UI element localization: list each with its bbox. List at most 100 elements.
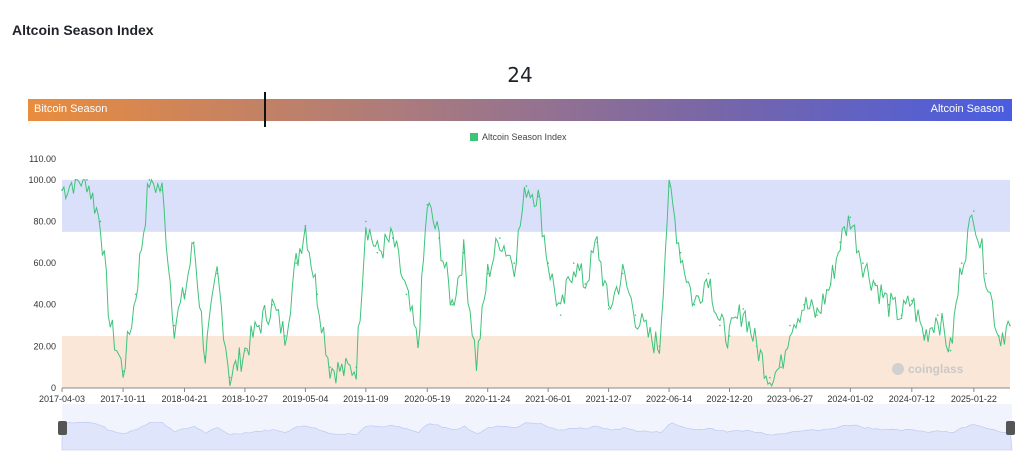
series-line-altcoin-season-index <box>61 178 1011 388</box>
x-tick-label: 2020-11-24 <box>465 394 510 404</box>
bitcoin-season-band <box>62 335 1010 388</box>
data-point <box>596 241 598 244</box>
x-tick-label: 2018-10-27 <box>222 394 268 404</box>
data-point <box>973 210 975 212</box>
data-point <box>862 262 864 264</box>
data-point <box>874 283 877 285</box>
data-point <box>258 324 260 327</box>
data-point <box>816 314 818 316</box>
data-point <box>304 224 307 227</box>
data-point <box>271 303 273 306</box>
data-point <box>135 293 137 296</box>
data-point <box>936 314 939 316</box>
data-point <box>742 308 745 310</box>
data-point <box>486 272 489 275</box>
data-point <box>204 355 207 358</box>
data-point <box>668 185 670 187</box>
legend-label: Altcoin Season Index <box>482 132 567 142</box>
data-point <box>679 251 682 254</box>
data-point <box>634 314 637 316</box>
data-point <box>148 179 151 181</box>
x-tick-label: 2023-06-27 <box>767 394 813 404</box>
data-point <box>365 220 367 223</box>
data-point <box>244 349 246 352</box>
navigator-area <box>61 421 1013 451</box>
data-point <box>537 195 540 198</box>
data-point <box>658 345 661 348</box>
data-point <box>547 262 549 264</box>
data-point <box>911 299 913 302</box>
data-point <box>405 293 408 296</box>
data-point <box>417 345 419 348</box>
data-point <box>61 189 63 192</box>
data-point <box>161 189 163 192</box>
data-point <box>295 262 297 264</box>
x-tick-label: 2022-06-14 <box>646 394 692 404</box>
data-point <box>216 272 218 275</box>
y-tick-label: 100.00 <box>28 175 56 185</box>
current-index-value: 24 <box>507 63 533 87</box>
x-tick-label: 2022-12-20 <box>706 394 752 404</box>
data-point <box>438 237 440 239</box>
data-point <box>173 324 176 327</box>
data-point <box>376 251 379 254</box>
data-point <box>960 262 963 264</box>
data-point <box>949 349 952 352</box>
data-point <box>451 303 454 306</box>
x-tick-label: 2021-06-01 <box>525 394 571 404</box>
data-point <box>1009 324 1011 327</box>
y-tick-label: 40.00 <box>33 300 56 310</box>
data-point <box>475 362 478 364</box>
data-point <box>900 314 903 316</box>
data-point <box>513 262 516 264</box>
x-tick-label: 2021-12-07 <box>586 394 632 404</box>
data-point <box>316 293 319 296</box>
x-tick-label: 2020-05-19 <box>404 394 450 404</box>
data-point <box>192 241 195 244</box>
data-point <box>769 376 771 379</box>
data-point <box>284 335 286 337</box>
data-point <box>789 324 791 327</box>
data-point <box>342 370 345 373</box>
data-point <box>122 370 124 373</box>
x-tick-label: 2019-11-09 <box>343 394 388 404</box>
data-point <box>803 303 805 306</box>
data-point <box>584 283 587 285</box>
x-tick-label: 2017-04-03 <box>39 394 85 404</box>
x-tick-label: 2017-10-11 <box>100 394 145 404</box>
navigator-handle-left[interactable] <box>58 421 67 435</box>
x-tick-label: 2024-01-02 <box>827 394 873 404</box>
data-point <box>647 335 650 337</box>
season-gradient-bar: Bitcoin Season Altcoin Season <box>28 99 1012 121</box>
data-point <box>849 216 852 219</box>
data-point <box>183 293 186 296</box>
x-tick-label: 2025-01-22 <box>951 394 997 404</box>
y-tick-label: 80.00 <box>33 216 56 226</box>
chart-legend[interactable]: Altcoin Season Index <box>470 132 567 142</box>
data-point <box>99 220 102 223</box>
data-point <box>923 335 926 337</box>
data-point <box>559 314 562 316</box>
coinglass-logo-icon <box>892 363 904 375</box>
navigator-handle-right[interactable] <box>1006 421 1015 435</box>
data-point <box>998 335 1000 337</box>
data-point <box>829 283 832 285</box>
data-point <box>780 366 782 368</box>
data-point <box>607 308 610 310</box>
data-point <box>887 303 890 306</box>
data-point <box>719 324 721 327</box>
data-point <box>572 262 575 264</box>
y-tick-label: 0 <box>51 383 56 393</box>
current-value-marker <box>264 92 267 127</box>
data-point <box>693 303 696 306</box>
data-point <box>707 272 710 275</box>
page-title: Altcoin Season Index <box>12 22 154 38</box>
data-point <box>755 345 758 348</box>
altcoin-season-label: Altcoin Season <box>930 103 1004 115</box>
data-point <box>86 179 88 181</box>
data-point <box>426 204 429 206</box>
x-tick-label: 2018-04-21 <box>161 394 207 404</box>
legend-swatch <box>470 133 478 141</box>
x-tick-label: 2019-05-04 <box>282 394 328 404</box>
